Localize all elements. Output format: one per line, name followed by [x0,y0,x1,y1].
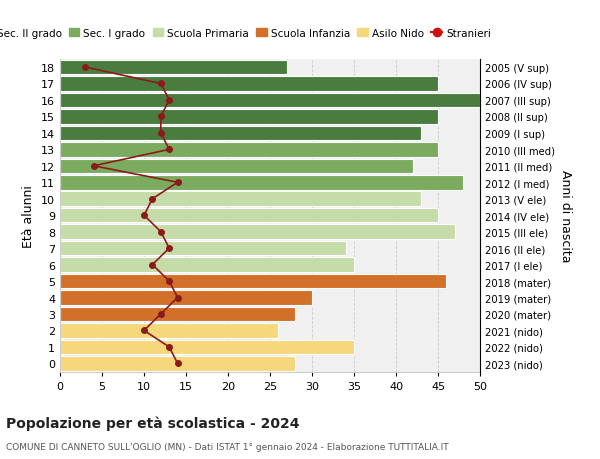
Bar [60,126,421,141]
Bar [60,176,463,190]
Bar [60,61,287,75]
Bar [60,258,354,272]
Bar [60,159,413,174]
Bar [60,94,480,108]
Bar [60,77,438,91]
Y-axis label: Età alunni: Età alunni [22,185,35,247]
Bar [60,241,346,256]
Bar [60,110,438,124]
Bar [60,225,455,240]
Bar [60,274,446,289]
Bar [60,340,354,354]
Legend: Sec. II grado, Sec. I grado, Scuola Primaria, Scuola Infanzia, Asilo Nido, Stran: Sec. II grado, Sec. I grado, Scuola Prim… [0,24,495,43]
Y-axis label: Anni di nascita: Anni di nascita [559,169,572,262]
Bar [60,192,421,207]
Bar [60,143,438,157]
Bar [60,324,278,338]
Bar [60,356,295,371]
Text: Popolazione per età scolastica - 2024: Popolazione per età scolastica - 2024 [6,415,299,430]
Bar [60,291,312,305]
Text: COMUNE DI CANNETO SULL'OGLIO (MN) - Dati ISTAT 1° gennaio 2024 - Elaborazione TU: COMUNE DI CANNETO SULL'OGLIO (MN) - Dati… [6,442,449,451]
Bar [60,208,438,223]
Bar [60,307,295,321]
